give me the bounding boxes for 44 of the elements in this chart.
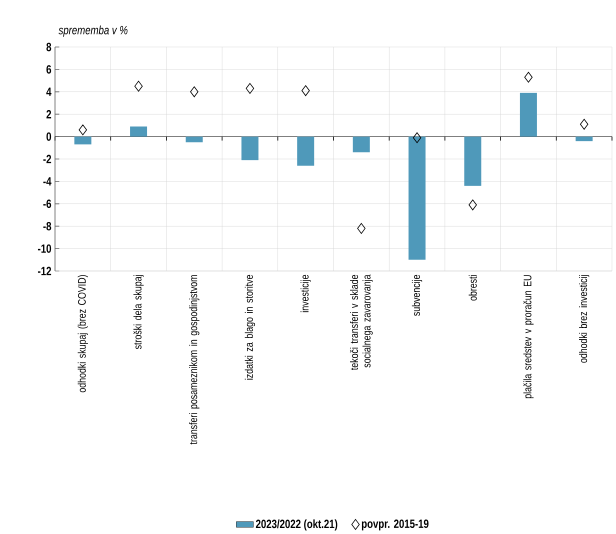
bar: [352, 136, 370, 152]
y-tick-label: 4: [46, 88, 52, 96]
y-tick-label: -12: [38, 266, 52, 276]
x-tick-label: obresti: [468, 275, 477, 301]
x-tick-label: odhodki skupaj (brez COVID): [78, 275, 88, 392]
bar: [186, 136, 203, 142]
bar: [297, 136, 314, 166]
y-tick-label: 8: [46, 42, 52, 52]
y-tick-label: -4: [43, 177, 52, 186]
y-axis-title: sprememba v %: [58, 26, 128, 37]
y-tick-label: 2: [46, 110, 52, 118]
bar: [408, 136, 426, 260]
y-tick-label: -10: [38, 244, 52, 253]
y-tick-label: -6: [43, 200, 52, 208]
x-tick-label: izdatki za blago in storitve: [244, 274, 256, 380]
point: [190, 86, 198, 98]
point: [468, 200, 477, 210]
y-tick-label: -2: [43, 154, 52, 164]
point: [357, 223, 366, 234]
x-tick-label: tekoči transferi v sklade socialnega zavarovanja: [350, 274, 373, 370]
bar: [464, 136, 482, 186]
bar: [241, 136, 258, 160]
bar: [520, 92, 537, 137]
point: [134, 80, 143, 92]
point: [524, 72, 533, 83]
point: [412, 132, 422, 144]
x-tick-label: investicije: [300, 274, 311, 312]
x-tick-label: stroški dela skupaj: [133, 275, 144, 350]
x-tick-label: transferi posameznikom in gospodinjstvom: [189, 275, 200, 444]
point: [301, 85, 310, 96]
legend-label: povpr. 2015-19: [362, 520, 429, 530]
legend-label: 2023/2022 (okt.21): [256, 519, 338, 531]
x-tick-label: plačila sredstev v proračun EU: [523, 275, 534, 398]
bar: [130, 126, 148, 137]
point: [580, 118, 588, 130]
bar: [74, 136, 92, 144]
x-tick-label: subvencije: [412, 274, 422, 316]
x-tick-label: odhodki brez investicij: [579, 275, 590, 363]
y-tick-label: 6: [46, 65, 52, 74]
bar: [576, 136, 593, 142]
y-tick-label: -8: [43, 222, 52, 230]
y-tick-label: 0: [46, 132, 52, 141]
point: [246, 83, 254, 94]
point: [78, 124, 88, 136]
